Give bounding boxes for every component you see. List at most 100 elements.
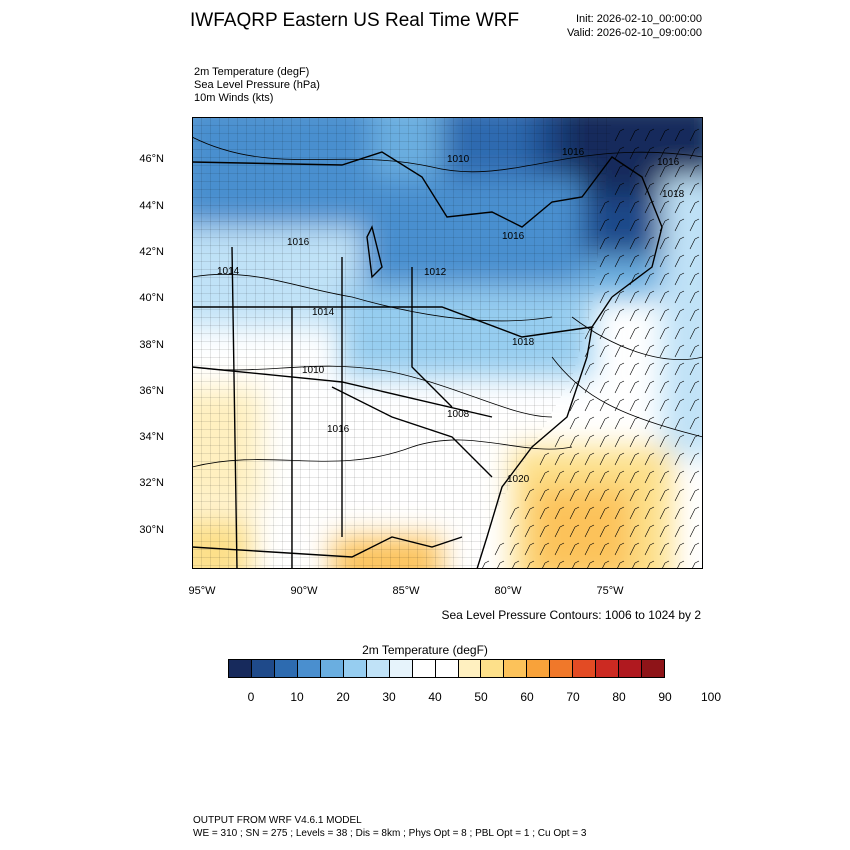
field-label-pressure: Sea Level Pressure (hPa) (194, 79, 320, 91)
wind-barb (644, 272, 655, 286)
wind-barb (674, 542, 685, 556)
wind-barb (644, 524, 655, 538)
wind-barb (569, 542, 580, 556)
wind-barb (629, 506, 640, 520)
wind-barb (689, 344, 700, 358)
wind-barb (614, 146, 625, 160)
wind-barb (554, 452, 565, 466)
wind-barb (599, 308, 610, 322)
wind-barb (584, 470, 595, 484)
wind-barb (614, 362, 625, 376)
wind-barb (569, 524, 580, 538)
wind-barb (614, 488, 625, 502)
wind-barb (599, 218, 610, 232)
contour-label: 1014 (312, 307, 335, 318)
wind-barb (629, 434, 640, 448)
wind-barb (659, 470, 670, 484)
wind-barb (584, 434, 595, 448)
lat-label: 30°N (139, 524, 164, 536)
wind-barb (539, 470, 550, 484)
wind-barb (629, 290, 640, 304)
wind-barb (539, 488, 550, 502)
wind-barb (689, 218, 700, 232)
wind-barb (689, 380, 700, 394)
slp-contour-note: Sea Level Pressure Contours: 1006 to 102… (441, 608, 702, 622)
wind-barb (614, 398, 625, 412)
wind-barb (599, 344, 610, 358)
wind-barb (599, 398, 610, 412)
wind-barb (659, 362, 670, 376)
wind-barb (644, 380, 655, 394)
wind-barb (659, 542, 670, 556)
wind-barb (614, 470, 625, 484)
wind-barb (644, 344, 655, 358)
wind-barb (629, 182, 640, 196)
wind-barb (659, 218, 670, 232)
wind-barb (629, 128, 640, 142)
wind-barb (614, 236, 625, 250)
map-frame (192, 117, 703, 569)
wind-barb (599, 380, 610, 394)
colorbar-swatch (229, 660, 252, 677)
wind-barb (644, 434, 655, 448)
colorbar-swatch (619, 660, 643, 677)
wind-barb (599, 362, 610, 376)
wind-barb (629, 308, 640, 322)
wind-barb (689, 164, 700, 178)
wind-barb (644, 416, 655, 430)
lat-label: 36°N (139, 385, 164, 397)
field-label-winds: 10m Winds (kts) (194, 92, 274, 104)
wind-barb (599, 524, 610, 538)
wind-barb (584, 524, 595, 538)
wind-barb (659, 488, 670, 502)
wind-barb (569, 434, 580, 448)
wind-barb (674, 380, 685, 394)
lon-label: 90°W (290, 585, 318, 597)
wind-barb (614, 452, 625, 466)
wind-barb (659, 254, 670, 268)
contour-label: 1010 (447, 154, 470, 165)
wind-barb (659, 416, 670, 430)
wind-barb (674, 344, 685, 358)
wind-barb (539, 452, 550, 466)
wind-barb (554, 506, 565, 520)
wind-barb (644, 164, 655, 178)
wind-barb (644, 362, 655, 376)
colorbar-title: 2m Temperature (degF) (362, 643, 488, 657)
wind-barb (629, 344, 640, 358)
wind-barb (599, 452, 610, 466)
wind-barb (509, 506, 520, 520)
wind-barb (644, 146, 655, 160)
colorbar-swatch (458, 660, 482, 677)
contour-label: 1016 (287, 237, 310, 248)
contour-label: 1016 (327, 424, 350, 435)
wind-barb (659, 164, 670, 178)
wind-barb (569, 470, 580, 484)
wind-barb (674, 362, 685, 376)
wind-barb (524, 488, 535, 502)
wind-barb (644, 218, 655, 232)
wind-barb (614, 506, 625, 520)
wind-barb (524, 524, 535, 538)
lon-label: 95°W (188, 585, 216, 597)
wind-barb (629, 326, 640, 340)
wind-barb (599, 272, 610, 286)
lat-label: 44°N (139, 200, 164, 212)
colorbar-swatch (343, 660, 367, 677)
wind-barb (614, 542, 625, 556)
wind-barb (629, 272, 640, 286)
wind-barb (644, 236, 655, 250)
wind-barb (629, 362, 640, 376)
lon-label: 85°W (392, 585, 420, 597)
wind-barb (644, 308, 655, 322)
wind-barb (614, 344, 625, 358)
wind-barb (644, 182, 655, 196)
contour-label: 1018 (512, 337, 535, 348)
wind-barb (614, 200, 625, 214)
wind-barb (599, 488, 610, 502)
wind-barb (554, 434, 565, 448)
wind-barb (614, 218, 625, 232)
colorbar-label: 10 (290, 690, 304, 704)
wind-barb (689, 470, 700, 484)
wind-barb (584, 506, 595, 520)
